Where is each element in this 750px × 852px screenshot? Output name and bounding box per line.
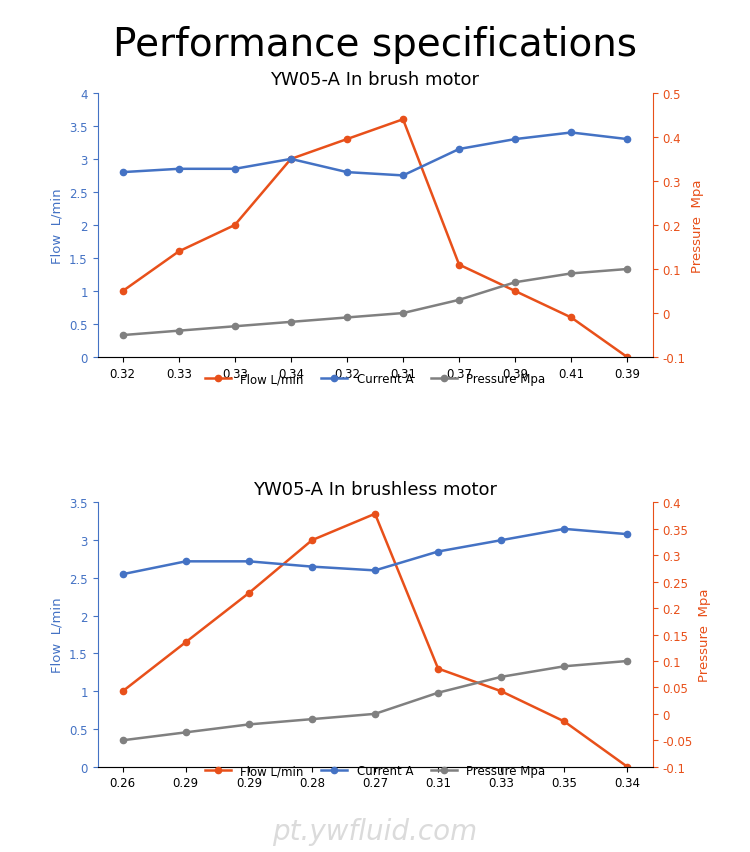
Pressure Mpa: [174, 326, 183, 337]
Current A: [567, 128, 576, 138]
Pressure Mpa: [433, 688, 442, 698]
Pressure Mpa: [244, 719, 254, 729]
Line: Current A: Current A: [119, 527, 631, 578]
Flow L/min: [370, 509, 380, 519]
Pressure Mpa: [182, 728, 190, 738]
Flow L/min: [622, 353, 632, 363]
Title: YW05-A In brush motor: YW05-A In brush motor: [271, 72, 479, 89]
Current A: [622, 529, 632, 539]
Current A: [454, 145, 464, 155]
Current A: [622, 135, 632, 145]
Flow L/min: [343, 135, 352, 145]
Flow L/min: [433, 664, 442, 674]
Current A: [308, 561, 316, 572]
Y-axis label: Flow  L/min: Flow L/min: [50, 188, 64, 263]
Pressure Mpa: [230, 322, 239, 332]
Pressure Mpa: [496, 672, 506, 682]
Current A: [560, 524, 568, 534]
Line: Pressure Mpa: Pressure Mpa: [119, 658, 631, 744]
Current A: [118, 168, 128, 178]
Pressure Mpa: [622, 265, 632, 275]
Flow L/min: [454, 260, 464, 270]
Current A: [118, 569, 128, 579]
Pressure Mpa: [454, 296, 464, 306]
Text: pt.ywfluid.com: pt.ywfluid.com: [272, 817, 478, 844]
Current A: [182, 556, 190, 567]
Line: Pressure Mpa: Pressure Mpa: [119, 267, 631, 339]
Y-axis label: Pressure  Mpa: Pressure Mpa: [691, 179, 703, 273]
Y-axis label: Flow  L/min: Flow L/min: [50, 597, 64, 672]
Flow L/min: [244, 588, 254, 598]
Flow L/min: [308, 535, 316, 545]
Flow L/min: [230, 221, 239, 231]
Pressure Mpa: [308, 714, 316, 724]
Pressure Mpa: [343, 313, 352, 323]
Flow L/min: [174, 247, 183, 257]
Current A: [496, 535, 506, 545]
Flow L/min: [398, 115, 407, 125]
Flow L/min: [560, 717, 568, 727]
Flow L/min: [118, 686, 128, 696]
Current A: [398, 171, 407, 181]
Current A: [511, 135, 520, 145]
Current A: [230, 164, 239, 175]
Pressure Mpa: [370, 709, 380, 719]
Flow L/min: [118, 286, 128, 296]
Line: Current A: Current A: [119, 130, 631, 179]
Pressure Mpa: [622, 656, 632, 666]
Flow L/min: [286, 154, 296, 164]
Title: YW05-A In brushless motor: YW05-A In brushless motor: [253, 481, 497, 498]
Pressure Mpa: [118, 735, 128, 746]
Pressure Mpa: [286, 317, 296, 327]
Text: Performance specifications: Performance specifications: [113, 26, 637, 64]
Y-axis label: Pressure  Mpa: Pressure Mpa: [698, 588, 711, 682]
Legend: Flow L/min, Current A, Pressure Mpa: Flow L/min, Current A, Pressure Mpa: [200, 368, 550, 390]
Flow L/min: [567, 313, 576, 323]
Current A: [286, 154, 296, 164]
Current A: [433, 547, 442, 557]
Pressure Mpa: [118, 331, 128, 341]
Line: Flow L/min: Flow L/min: [119, 511, 631, 770]
Current A: [343, 168, 352, 178]
Flow L/min: [511, 286, 520, 296]
Current A: [370, 566, 380, 576]
Pressure Mpa: [511, 278, 520, 288]
Legend: Flow L/min, Current A, Pressure Mpa: Flow L/min, Current A, Pressure Mpa: [200, 760, 550, 782]
Flow L/min: [496, 686, 506, 696]
Pressure Mpa: [560, 661, 568, 671]
Current A: [174, 164, 183, 175]
Current A: [244, 556, 254, 567]
Line: Flow L/min: Flow L/min: [119, 117, 631, 360]
Flow L/min: [182, 637, 190, 648]
Pressure Mpa: [398, 308, 407, 319]
Flow L/min: [622, 762, 632, 772]
Pressure Mpa: [567, 269, 576, 279]
